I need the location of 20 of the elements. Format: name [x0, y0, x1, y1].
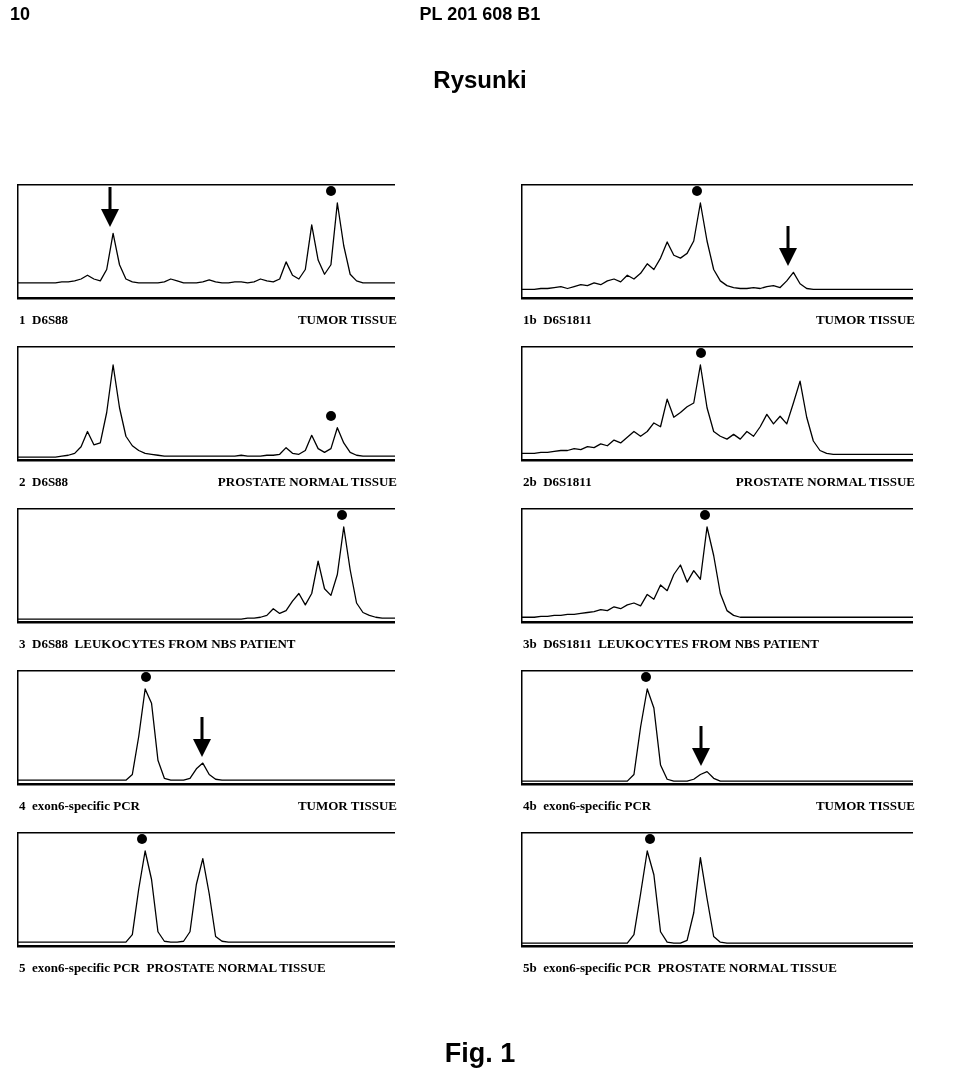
text: 2 D6S88 — [19, 474, 69, 490]
text: 2b D6S1811 — [523, 474, 592, 490]
text: 5b exon6-specific PCR PROSTATE NORMAL TISSUE — [523, 960, 837, 976]
text: PL 201 608 B1 — [419, 4, 541, 25]
text: PROSTATE NORMAL TISSUE — [217, 474, 397, 490]
text: TUMOR TISSUE — [297, 312, 397, 328]
text: PROSTATE NORMAL TISSUE — [735, 474, 915, 490]
text: Fig. 1 — [443, 1038, 517, 1069]
text: TUMOR TISSUE — [815, 312, 915, 328]
text: 5 exon6-specific PCR PROSTATE NORMAL TISSUE — [19, 960, 326, 976]
text: 1b D6S1811 — [523, 312, 592, 328]
text: 3 D6S88 LEUKOCYTES FROM NBS PATIENT — [19, 636, 296, 652]
text: 4b exon6-specific PCR — [523, 798, 652, 814]
text: 10 — [10, 4, 31, 25]
text: TUMOR TISSUE — [815, 798, 915, 814]
text: 1 D6S88 — [19, 312, 69, 328]
text: Rysunki — [432, 66, 528, 95]
text: 4 exon6-specific PCR — [19, 798, 140, 814]
text: 3b D6S1811 LEUKOCYTES FROM NBS PATIENT — [523, 636, 820, 652]
text: TUMOR TISSUE — [297, 798, 397, 814]
